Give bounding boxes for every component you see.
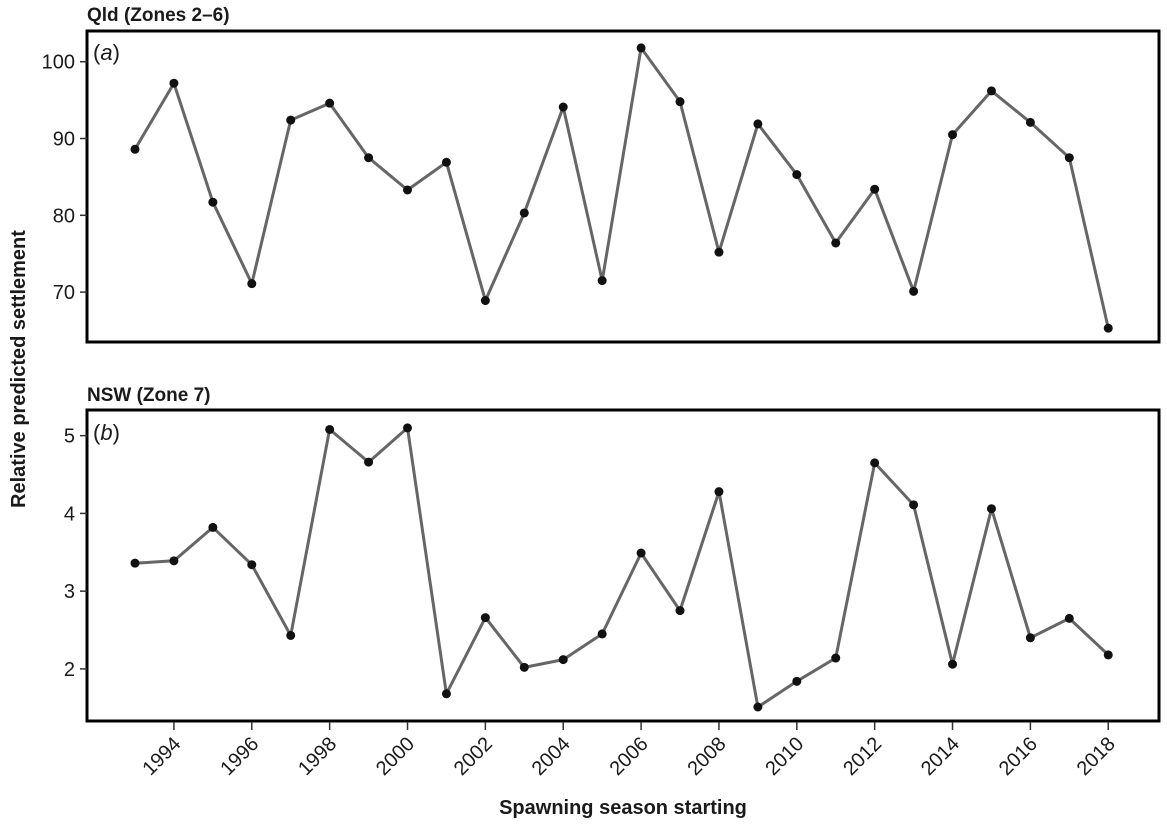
y-axis-label: Relative predicted settlement — [8, 230, 30, 508]
panel-b-data-point — [208, 522, 218, 532]
panel-a-label: (a) — [93, 40, 120, 65]
chart-marks: 70 80 90 100 2 3 4 5 1994 1996 1998 2000 2002 2004 200… — [42, 43, 1120, 780]
panel-b-data-point — [130, 558, 140, 568]
panel-b-frame — [85, 408, 1161, 723]
panel-b-data-point — [1025, 633, 1035, 643]
x-tick-label: 2002 — [450, 733, 497, 780]
x-tick-label: 2008 — [683, 733, 730, 780]
panel-a-data-point — [480, 296, 490, 306]
x-tick-label: 2004 — [528, 733, 575, 780]
panel-a-data-point — [208, 197, 218, 207]
panel-b-title: NSW (Zone 7) — [87, 385, 211, 406]
panel-a-data-point — [831, 238, 841, 248]
panel-a-data-point — [909, 286, 919, 296]
x-tick-label: 2010 — [761, 733, 808, 780]
panel-b-data-point — [792, 676, 802, 686]
panel-b-label: (b) — [93, 420, 120, 445]
panel-b-data-point — [870, 458, 880, 468]
x-tick-label: 2014 — [917, 733, 964, 780]
panel-b-data-point — [831, 653, 841, 663]
panel-a-y-tick-label: 80 — [53, 205, 75, 227]
panel-b-data-point — [714, 487, 724, 497]
panel-a-data-point — [1103, 323, 1113, 333]
panel-b-y-tick-label: 2 — [64, 659, 75, 681]
panel-b-data-point — [480, 613, 490, 623]
panel-a-data-point — [948, 130, 958, 140]
panel-a-data-point — [986, 86, 996, 96]
panel-a-data-point — [519, 208, 529, 218]
panel-b-data-point — [247, 560, 257, 570]
x-tick-label: 2016 — [995, 733, 1042, 780]
panel-a-data-point — [870, 184, 880, 194]
panel-b-data-point — [441, 689, 451, 699]
panel-b-data-point — [753, 702, 763, 712]
x-tick-label: 1996 — [216, 733, 263, 780]
panel-b-data-point — [169, 556, 179, 566]
panel-a-title: Qld (Zones 2–6) — [87, 5, 230, 26]
panel-b-y-tick-label: 4 — [64, 503, 75, 525]
panel-a-frame — [85, 29, 1161, 344]
panel-a-data-point — [364, 153, 374, 163]
panel-a-data-point — [286, 115, 296, 125]
panel-a-data-point — [403, 185, 413, 195]
panel-a-data-point — [169, 78, 179, 88]
panel-b-data-point — [597, 629, 607, 639]
x-tick-label: 1998 — [294, 733, 341, 780]
panel-b-y-tick-label: 3 — [64, 581, 75, 603]
panel-b-data-point — [286, 630, 296, 640]
x-axis-label: Spawning season starting — [499, 797, 747, 819]
panel-b-data-point — [948, 659, 958, 669]
panel-a-data-point — [1064, 153, 1074, 163]
panel-b-data-point — [325, 424, 335, 434]
panel-b-series-line — [134, 426, 1110, 709]
panel-b-data-point — [519, 662, 529, 672]
panel-a-data-point — [1025, 117, 1035, 127]
x-tick-label: 2006 — [606, 733, 653, 780]
x-tick-label: 1994 — [138, 733, 185, 780]
panel-a-y-tick-label: 100 — [42, 52, 75, 74]
panel-b-data-point — [636, 548, 646, 558]
panel-a-series-line — [133, 46, 1110, 329]
panel-a-data-point — [441, 157, 451, 167]
x-tick-label: 2012 — [839, 733, 886, 780]
panel-b-data-point — [1103, 650, 1113, 660]
panel-a-data-point — [325, 98, 335, 108]
panel-a-data-point — [597, 276, 607, 286]
panel-b-data-point — [909, 500, 919, 510]
panel-a-data-point — [675, 97, 685, 107]
panel-b-data-point — [558, 655, 568, 665]
panel-a-data-point — [130, 144, 140, 154]
panel-a-data-point — [714, 247, 724, 257]
panel-a-y-tick-label: 70 — [53, 282, 75, 304]
panel-a-data-point — [558, 102, 568, 112]
panel-a-data-point — [636, 43, 646, 53]
panel-a-data-point — [753, 119, 763, 129]
panel-b-data-point — [986, 504, 996, 514]
panel-b-y-tick-label: 5 — [64, 426, 75, 448]
panel-b-data-point — [675, 606, 685, 616]
x-tick-label: 2018 — [1073, 733, 1120, 780]
panel-b-data-point — [364, 457, 374, 467]
panel-a-data-point — [247, 279, 257, 289]
x-tick-label: 2000 — [372, 733, 419, 780]
panel-b-data-point — [403, 423, 413, 433]
panel-a-y-tick-label: 90 — [53, 129, 75, 151]
panel-b-data-point — [1064, 613, 1074, 623]
panel-a-data-point — [792, 170, 802, 180]
